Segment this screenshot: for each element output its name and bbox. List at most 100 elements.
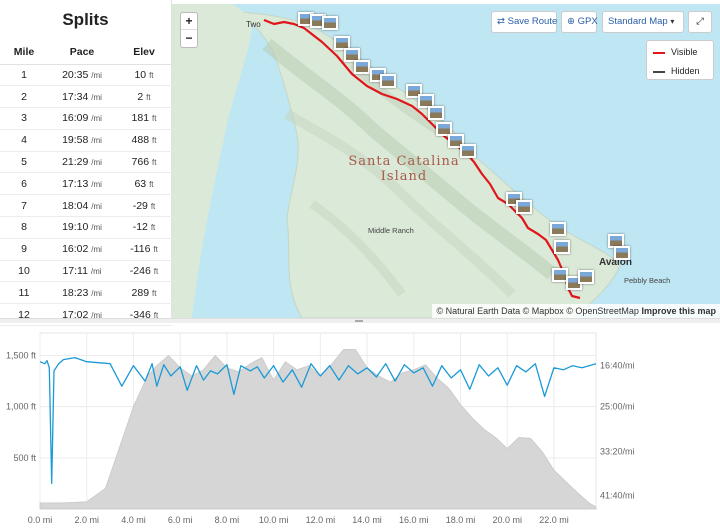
split-pace: 18:04 /mi bbox=[48, 194, 116, 218]
pace-unit: /mi bbox=[91, 158, 102, 168]
save-route-button[interactable]: ⇄ Save Route bbox=[491, 11, 557, 33]
split-row[interactable]: 3 16:09 /mi 181 ft bbox=[0, 107, 172, 130]
legend-hidden-swatch bbox=[653, 70, 665, 73]
photo-marker[interactable] bbox=[460, 144, 476, 158]
split-elev-value: 766 bbox=[131, 156, 150, 169]
pace-unit: /mi bbox=[90, 267, 102, 277]
middle-ranch-label: Middle Ranch bbox=[368, 226, 414, 235]
photo-marker[interactable] bbox=[354, 60, 370, 74]
improve-map-link[interactable]: Improve this map bbox=[641, 306, 716, 316]
attribution-text[interactable]: © Natural Earth Data © Mapbox © OpenStre… bbox=[436, 306, 639, 316]
zoom-in-button[interactable]: + bbox=[181, 13, 197, 30]
split-elev-value: 2 bbox=[137, 90, 144, 103]
photo-marker[interactable] bbox=[428, 106, 444, 120]
map-canvas[interactable] bbox=[172, 4, 720, 318]
photo-marker[interactable] bbox=[436, 122, 452, 136]
split-mile: 4 bbox=[0, 129, 48, 152]
split-row[interactable]: 4 19:58 /mi 488 ft bbox=[0, 129, 172, 152]
split-row[interactable]: 11 18:23 /mi 289 ft bbox=[0, 281, 172, 305]
y-left-tick-label: 1,000 ft bbox=[6, 402, 37, 412]
split-elev: -246 ft bbox=[116, 260, 172, 283]
photo-marker[interactable] bbox=[322, 16, 338, 30]
chart-svg[interactable]: 0.0 mi 2.0 mi 4.0 mi 6.0 mi 8.0 mi 10.0 mi 12.… bbox=[0, 323, 720, 528]
photo-marker[interactable] bbox=[516, 200, 532, 214]
x-tick-label: 20.0 mi bbox=[492, 515, 522, 525]
land-west bbox=[172, 4, 252, 318]
legend-hidden[interactable]: Hidden bbox=[647, 63, 713, 79]
x-tick-label: 6.0 mi bbox=[168, 515, 193, 525]
split-elev: 289 ft bbox=[116, 281, 172, 305]
split-elev-value: -12 bbox=[132, 221, 148, 234]
elevation-chart[interactable]: 0.0 mi 2.0 mi 4.0 mi 6.0 mi 8.0 mi 10.0 mi 12.… bbox=[0, 323, 720, 528]
y-right-tick-label: 16:40/mi bbox=[600, 361, 635, 371]
photo-marker[interactable] bbox=[344, 48, 360, 62]
legend-visible-label: Visible bbox=[671, 47, 698, 57]
elev-unit: ft bbox=[150, 223, 156, 233]
split-elev-value: 181 bbox=[131, 112, 150, 125]
two-harbors-label: Two bbox=[246, 20, 261, 29]
split-mile: 9 bbox=[0, 238, 48, 261]
split-elev: 766 ft bbox=[116, 151, 172, 174]
header-mile: Mile bbox=[0, 40, 48, 65]
split-pace-value: 17:02 bbox=[62, 308, 89, 321]
elev-unit: ft bbox=[152, 288, 157, 298]
pace-unit: /mi bbox=[91, 223, 102, 233]
pace-unit: /mi bbox=[91, 201, 102, 211]
split-mile: 2 bbox=[0, 85, 48, 109]
photo-marker[interactable] bbox=[418, 94, 434, 108]
resize-grip-icon bbox=[355, 320, 363, 322]
pace-unit: /mi bbox=[91, 310, 102, 320]
split-elev: -116 ft bbox=[116, 238, 172, 261]
pace-unit: /mi bbox=[91, 92, 102, 102]
split-pace: 16:02 /mi bbox=[48, 238, 116, 261]
header-pace: Pace bbox=[48, 40, 116, 65]
zoom-out-button[interactable]: − bbox=[185, 31, 193, 45]
fullscreen-button[interactable]: ⤢ bbox=[688, 11, 712, 33]
photo-marker[interactable] bbox=[614, 246, 630, 260]
split-row[interactable]: 10 17:11 /mi -246 ft bbox=[0, 260, 172, 283]
photo-marker[interactable] bbox=[550, 222, 566, 236]
map-style-select[interactable]: Standard Map ▾ bbox=[602, 11, 684, 33]
route-map[interactable]: Santa Catalina Island Two Middle Ranch A… bbox=[172, 4, 720, 318]
split-row[interactable]: 1 20:35 /mi 10 ft bbox=[0, 64, 172, 87]
pace-unit: /mi bbox=[91, 179, 102, 189]
map-style-label: Standard Map bbox=[608, 16, 668, 27]
photo-marker[interactable] bbox=[578, 270, 594, 284]
split-pace: 17:11 /mi bbox=[48, 260, 116, 283]
header-elev: Elev bbox=[116, 40, 172, 65]
split-pace: 17:13 /mi bbox=[48, 172, 116, 196]
photo-marker[interactable] bbox=[334, 36, 350, 50]
island-label-line2: Island bbox=[380, 169, 428, 184]
photo-marker[interactable] bbox=[380, 74, 396, 88]
gpx-button[interactable]: ⊕ GPX bbox=[561, 11, 598, 33]
split-elev-value: -29 bbox=[132, 199, 148, 212]
split-elev-value: 488 bbox=[131, 134, 150, 147]
split-mile: 6 bbox=[0, 172, 48, 196]
y-right-tick-label: 33:20/mi bbox=[600, 447, 635, 457]
split-pace-value: 16:02 bbox=[62, 243, 89, 256]
photo-marker[interactable] bbox=[554, 240, 570, 254]
panel-resize-handle[interactable] bbox=[0, 318, 720, 323]
split-row[interactable]: 6 17:13 /mi 63 ft bbox=[0, 172, 172, 196]
elev-unit: ft bbox=[152, 136, 157, 146]
split-row[interactable]: 9 16:02 /mi -116 ft bbox=[0, 238, 172, 261]
split-mile: 10 bbox=[0, 260, 48, 283]
pace-unit: /mi bbox=[91, 136, 102, 146]
split-pace-value: 19:10 bbox=[62, 221, 89, 234]
split-pace: 18:23 /mi bbox=[48, 281, 116, 305]
split-elev-value: -346 bbox=[129, 308, 151, 321]
split-row[interactable]: 2 17:34 /mi 2 ft bbox=[0, 85, 172, 109]
split-pace-value: 21:29 bbox=[62, 156, 89, 169]
split-elev-value: 289 bbox=[131, 286, 150, 299]
y-right-tick-label: 25:00/mi bbox=[600, 402, 635, 412]
split-row[interactable]: 5 21:29 /mi 766 ft bbox=[0, 151, 172, 174]
split-row[interactable]: 8 19:10 /mi -12 ft bbox=[0, 216, 172, 239]
split-pace: 19:58 /mi bbox=[48, 129, 116, 152]
split-mile: 11 bbox=[0, 281, 48, 305]
split-pace: 20:35 /mi bbox=[48, 64, 116, 87]
split-pace-value: 17:11 bbox=[62, 265, 88, 278]
legend-visible[interactable]: Visible bbox=[647, 44, 713, 60]
split-row[interactable]: 7 18:04 /mi -29 ft bbox=[0, 194, 172, 218]
split-pace-value: 17:13 bbox=[62, 177, 89, 190]
photo-marker[interactable] bbox=[552, 268, 568, 282]
